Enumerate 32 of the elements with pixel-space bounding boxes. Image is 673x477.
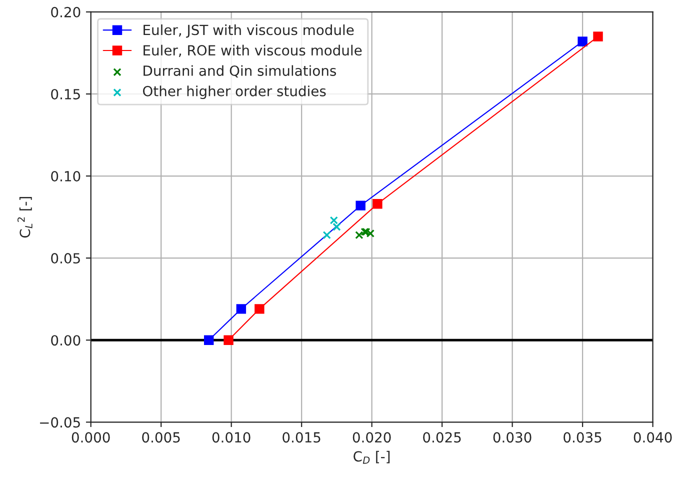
x-axis-title: C$_{D}$ [-] [354,450,390,464]
y-axis-title: C$_{L}$$^{2}$ [-] [17,196,32,238]
legend-label: Euler, JST with viscous module [144,24,354,38]
point [254,304,264,314]
x-tick-label: 0.000 [72,432,110,443]
x-tick-label: 0.025 [423,432,461,443]
legend-label: Other higher order studies [143,86,326,100]
x-tick-label: 0.030 [493,432,532,443]
point [372,199,382,209]
x-tick-label: 0.015 [282,432,320,443]
point [593,32,603,42]
point [322,230,331,240]
y-tick-label: 0.00 [51,335,80,346]
point [224,335,234,345]
legend-label: Durrani and Qin simulations [144,65,336,78]
point [332,222,341,231]
point [204,335,214,345]
y-tick-label: −0.05 [40,417,80,428]
x-tick-label: 0.005 [142,432,180,443]
point [578,36,588,46]
x-tick-label: 0.010 [212,432,250,443]
point [330,216,338,224]
y-tick-label: 0.15 [51,88,80,100]
x-tick-label: 0.035 [564,432,602,443]
point [236,304,246,314]
x-tick-label: 0.040 [634,432,672,443]
x-tick-label: 0.020 [352,432,391,443]
y-tick-label: 0.20 [51,6,80,18]
y-tick-label: 0.05 [51,253,80,264]
legend-label: Euler, ROE with viscous module [144,44,362,57]
point [356,200,366,210]
y-tick-label: 0.10 [51,170,80,182]
